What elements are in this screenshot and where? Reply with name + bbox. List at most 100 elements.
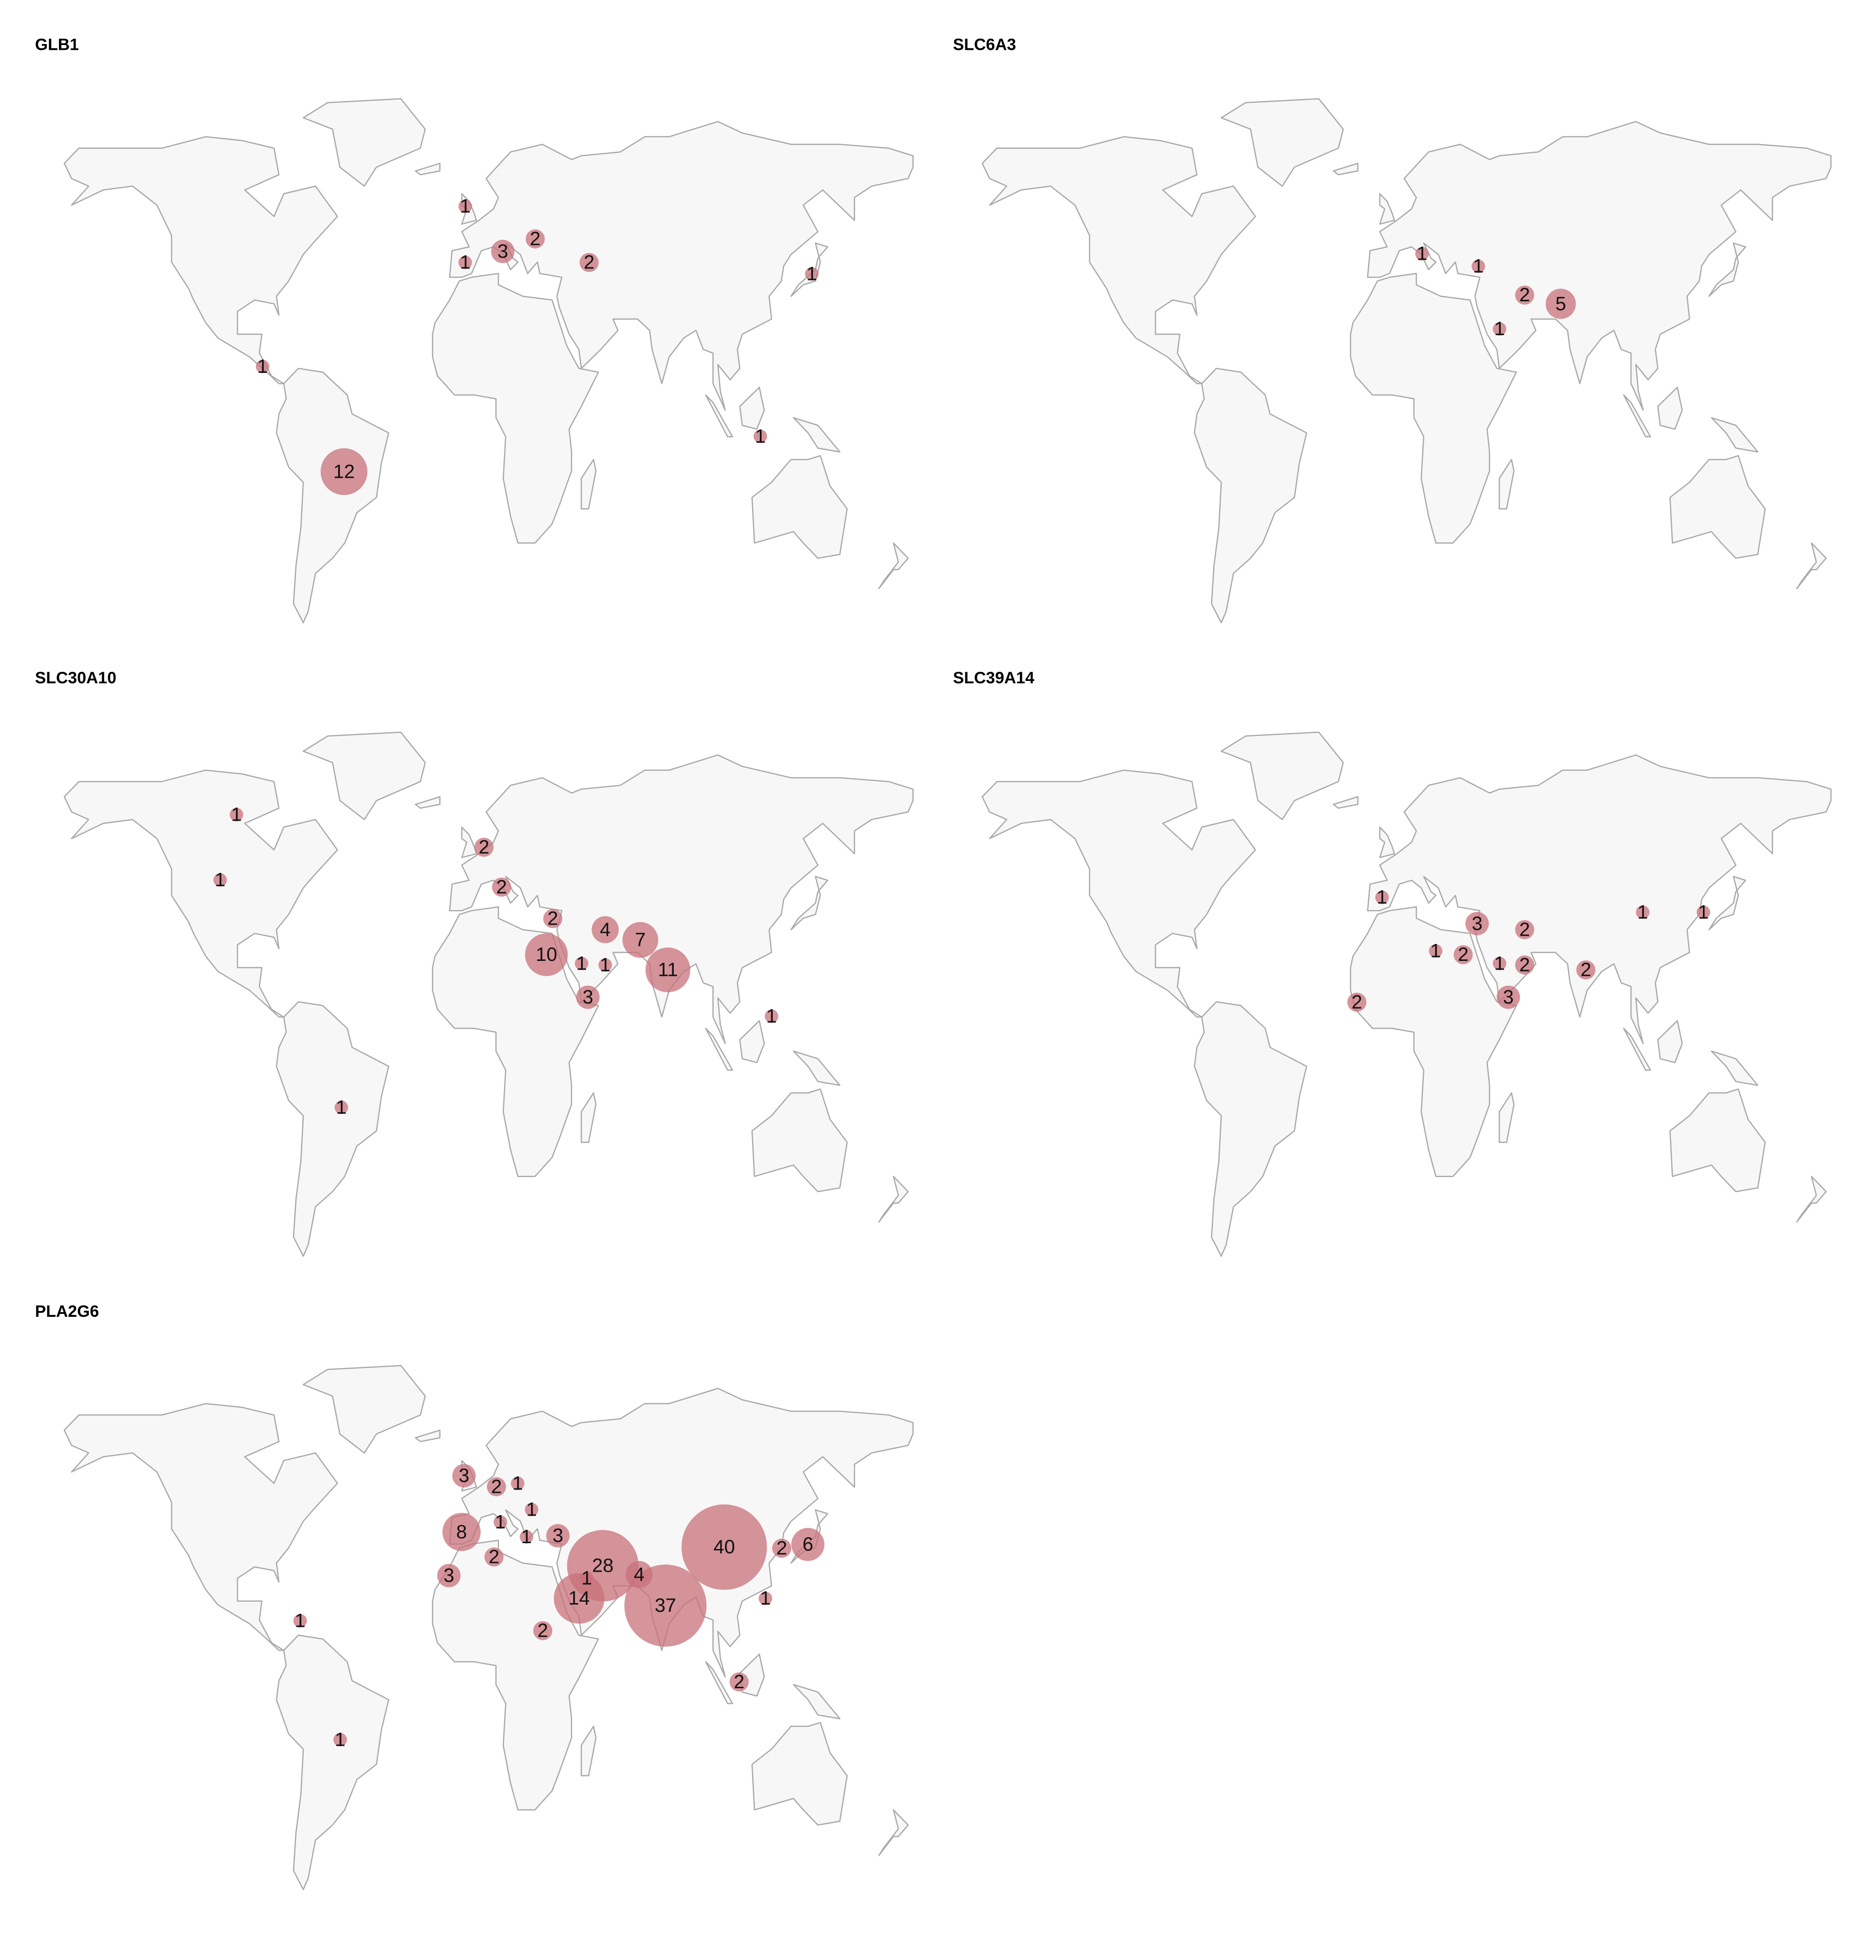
panel-title: PLA2G6 (35, 1302, 99, 1321)
bubble-label: 1 (581, 1568, 592, 1589)
land (1332, 162, 1359, 176)
bubble (474, 838, 494, 857)
bubble-label: 1 (526, 1499, 537, 1520)
bubble (1515, 285, 1535, 305)
bubble-label: 2 (734, 1671, 744, 1693)
land (449, 121, 914, 411)
land (1350, 273, 1517, 544)
bubble (519, 1530, 533, 1544)
land (751, 1722, 848, 1826)
bubble-label: 1 (766, 1005, 777, 1027)
bubble (229, 808, 243, 822)
bubble-label: 1 (336, 1097, 347, 1118)
bubble (753, 429, 768, 443)
land (414, 162, 441, 176)
bubble (1471, 259, 1485, 273)
bubble-label: 1 (295, 1610, 305, 1632)
bubble (1453, 945, 1473, 964)
bubble (772, 1538, 792, 1558)
land (793, 417, 841, 453)
land (461, 826, 477, 858)
bubble-label: 2 (1458, 944, 1468, 965)
bubble-label: 1 (1376, 887, 1387, 908)
land (414, 1429, 441, 1443)
bubble-label: 2 (1519, 954, 1530, 975)
bubble-label: 1 (1430, 940, 1441, 961)
bubble (458, 199, 472, 213)
land (63, 136, 338, 384)
land (981, 769, 1256, 1018)
bubble-label: 1 (1637, 901, 1648, 923)
bubble-label: 2 (1351, 991, 1362, 1013)
bubble-label: 5 (1555, 293, 1566, 314)
land (1796, 542, 1827, 589)
bubble (458, 255, 472, 269)
bubble-label: 2 (547, 908, 558, 929)
land (878, 1176, 909, 1223)
bubble-label: 1 (512, 1473, 523, 1494)
bubble (1465, 912, 1489, 936)
land (63, 1403, 338, 1651)
bubble (533, 1621, 553, 1640)
land (751, 1088, 848, 1193)
bubble (442, 1513, 481, 1551)
land (793, 1050, 841, 1086)
land (276, 1001, 389, 1257)
bubble (576, 985, 600, 1009)
land (432, 273, 599, 544)
land (302, 731, 426, 820)
land (793, 1684, 841, 1720)
land (580, 458, 597, 510)
land (302, 1365, 426, 1454)
bubble-label: 1 (1473, 256, 1484, 277)
bubble (334, 1100, 348, 1114)
bubble-label: 2 (496, 876, 507, 898)
bubble (765, 1009, 779, 1023)
land (1711, 417, 1758, 453)
bubble-label: 1 (576, 953, 587, 974)
bubble (437, 1563, 461, 1588)
bubble (622, 922, 658, 958)
bubble (575, 957, 589, 971)
bubble (293, 1614, 307, 1628)
panel-title: SLC39A14 (953, 669, 1034, 687)
bubble-label: 1 (1417, 243, 1427, 265)
bubble (1697, 905, 1711, 919)
land (1708, 876, 1746, 930)
land (449, 754, 914, 1045)
land (1332, 796, 1359, 809)
bubble (591, 916, 619, 943)
bubble-label: 2 (488, 1547, 499, 1568)
bubble-label: 6 (802, 1534, 813, 1555)
bubble-label: 3 (552, 1525, 563, 1547)
land (1367, 754, 1832, 1045)
bubble-label: 2 (584, 252, 594, 273)
bubble-label: 1 (521, 1526, 532, 1547)
bubble-label: 2 (491, 1476, 502, 1497)
bubble-label: 2 (1581, 959, 1591, 981)
bubble (758, 1592, 772, 1606)
land (1796, 1176, 1827, 1223)
land (1669, 1088, 1766, 1193)
bubble (491, 239, 515, 264)
bubble-label: 1 (460, 252, 471, 273)
land (432, 906, 599, 1177)
land (1194, 368, 1307, 624)
bubble-label: 1 (760, 1588, 771, 1609)
bubble (1545, 289, 1576, 319)
land (1623, 1028, 1651, 1071)
land (1367, 121, 1832, 411)
bubble-label: 2 (537, 1620, 548, 1641)
bubble (333, 1733, 347, 1747)
bubble (1492, 322, 1507, 336)
bubble-label: 2 (1519, 284, 1530, 306)
bubble (1636, 905, 1650, 919)
bubble-label: 28 (592, 1555, 614, 1577)
panel-title: SLC30A10 (35, 669, 116, 687)
land (1498, 1092, 1515, 1143)
land (739, 1020, 765, 1063)
bubble-label: 1 (1494, 318, 1505, 339)
bubble (1492, 957, 1507, 971)
